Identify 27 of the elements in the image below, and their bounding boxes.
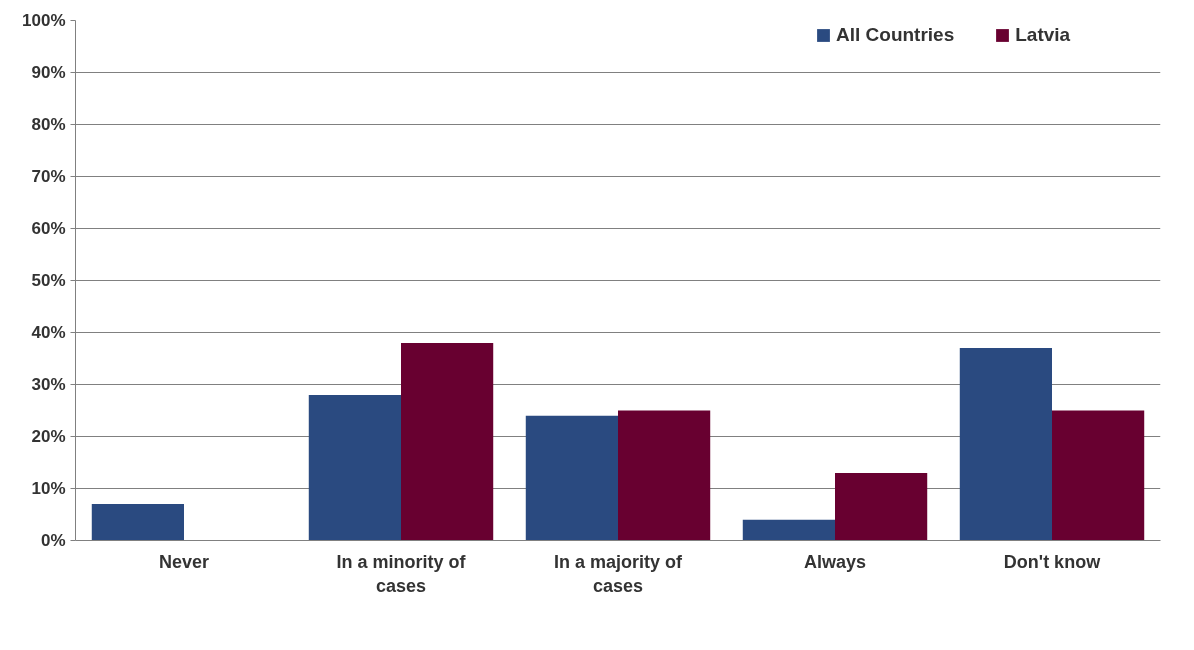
bar (835, 472, 928, 541)
bar (618, 410, 711, 541)
bar (1052, 410, 1145, 541)
x-tick-label: Always (803, 551, 867, 572)
bar (401, 342, 494, 541)
x-tick-label: Don't know (1003, 551, 1102, 572)
y-tick-label: 90% (31, 63, 66, 82)
y-tick-label: 100% (22, 11, 66, 30)
y-tick-label: 0% (40, 531, 66, 550)
bar (525, 415, 618, 541)
bar (742, 519, 835, 541)
bar (91, 504, 184, 541)
y-tick-label: 50% (31, 271, 66, 290)
x-tick-label: Never (158, 551, 210, 572)
y-tick-label: 10% (31, 479, 66, 498)
y-tick-label: 40% (31, 323, 66, 342)
bar (308, 394, 401, 541)
x-tick-label: In a majority of cases (553, 551, 684, 596)
x-tick-label: In a minority of cases (336, 551, 467, 596)
y-tick-label: 80% (31, 115, 66, 134)
bar (959, 348, 1052, 541)
y-tick-label: 20% (31, 427, 66, 446)
y-tick-label: 30% (31, 375, 66, 394)
y-tick-label: 60% (31, 219, 66, 238)
legend-label: All Countries (836, 24, 955, 46)
legend-label: Latvia (1015, 24, 1071, 46)
y-tick-label: 70% (31, 167, 66, 186)
